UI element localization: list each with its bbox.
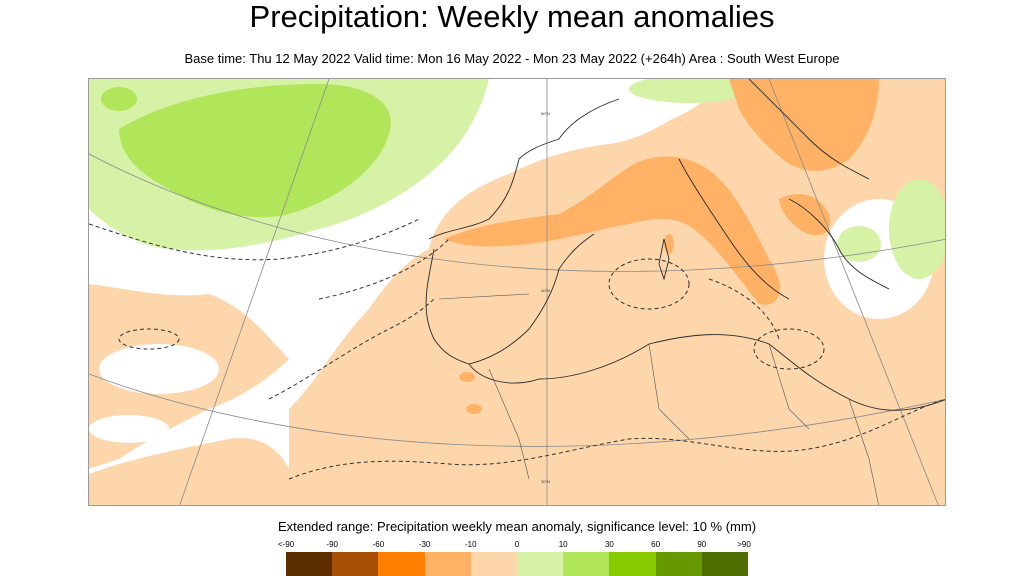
anomaly-map: 50°N 40°N 30°N (88, 78, 946, 506)
anomaly-region-light-orange-sw (89, 438, 289, 505)
anomaly-region-white-atlantic-2 (89, 415, 169, 443)
legend-tick: <-90 (277, 540, 295, 549)
graticule-label-30n: 30°N (541, 479, 550, 484)
anomaly-region-green-small (101, 87, 137, 111)
anomaly-region-orange-adriatic (729, 79, 879, 171)
legend-tick: 60 (651, 540, 661, 549)
anomaly-region-light-green-alps (629, 79, 749, 103)
anomaly-region-orange-spot-2 (466, 404, 482, 414)
legend-tick: -30 (418, 540, 431, 549)
legend-tick: -10 (465, 540, 477, 549)
legend-swatch (563, 552, 610, 576)
anomaly-region-light-orange (289, 79, 945, 505)
anomaly-region-orange-balkans (779, 194, 831, 236)
legend-swatch (286, 552, 333, 576)
significance-contours (89, 218, 945, 480)
anomaly-region-light-green-balkan (837, 226, 881, 262)
graticule-label-50n: 50°N (541, 111, 550, 116)
graticule (89, 79, 945, 505)
legend-title: Extended range: Precipitation weekly mea… (277, 519, 757, 534)
legend-tick: -90 (326, 540, 338, 549)
legend-tick: 30 (604, 540, 614, 549)
legend-swatch (655, 552, 702, 576)
legend-swatch (332, 552, 379, 576)
anomaly-region-white-atlantic (99, 344, 219, 394)
anomaly-region-green-biscay (119, 84, 391, 218)
country-borders (438, 293, 879, 505)
legend-swatch (609, 552, 656, 576)
coastlines (425, 79, 945, 411)
legend-tick: >90 (737, 540, 751, 549)
anomaly-region-orange-gulf-of-lion (444, 156, 780, 305)
legend-tick: 10 (558, 540, 568, 549)
chart-subtitle: Base time: Thu 12 May 2022 Valid time: M… (184, 51, 840, 66)
color-legend: <-90 -90 -60 -30 -10 0 10 30 60 90 >90 (278, 540, 751, 576)
legend-swatch (378, 552, 425, 576)
legend-swatch (701, 552, 748, 576)
chart-title: Precipitation: Weekly mean anomalies (249, 0, 775, 34)
legend-swatch (470, 552, 517, 576)
anomaly-region-light-green-ne (889, 179, 945, 279)
anomaly-region-orange-spot-1 (459, 372, 475, 382)
legend-tick: -60 (372, 540, 385, 549)
legend-swatch (424, 552, 471, 576)
legend-tick: 0 (514, 540, 520, 549)
legend-tick: 90 (697, 540, 707, 549)
legend-swatch (516, 552, 564, 576)
legend-swatches (286, 552, 748, 576)
graticule-label-40n: 40°N (541, 288, 550, 293)
